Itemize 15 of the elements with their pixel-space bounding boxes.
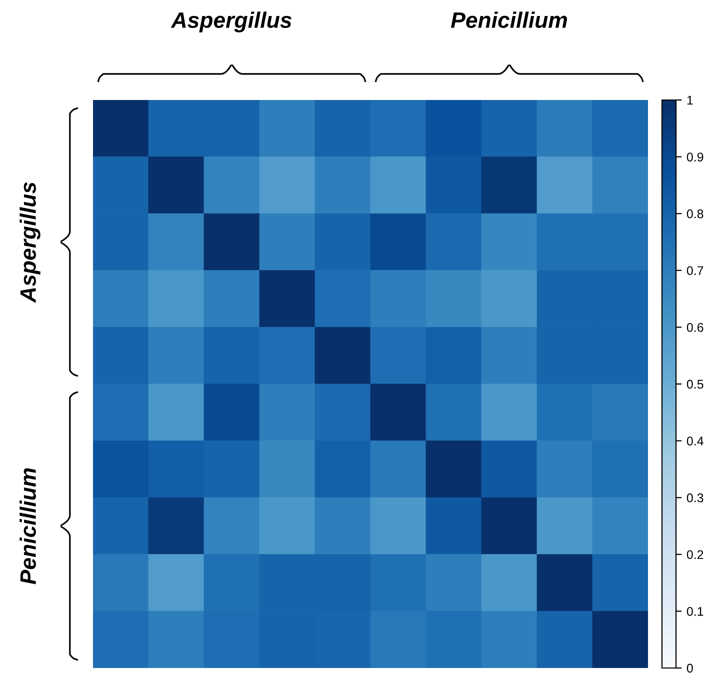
color-bar-label: 0.3 (686, 493, 704, 502)
color-bar-label: 0.6 (686, 323, 704, 332)
color-bar-label: 1 (687, 96, 693, 105)
text: Aspergillus (170, 12, 292, 32)
color-bar-label: 0 (686, 664, 693, 673)
text: Penicillium (20, 468, 36, 584)
text: Aspergillus (20, 182, 40, 303)
color-bar-label: 0.4 (686, 436, 704, 446)
color-bar-label: 0.2 (686, 550, 704, 560)
text: Penicillium (450, 12, 567, 28)
color-bar-label: 0.1 (686, 607, 704, 616)
color-bar-label: 0.9 (686, 152, 704, 162)
color-bar-label: 0.8 (686, 209, 704, 218)
color-bar-label: 0.7 (686, 266, 704, 276)
color-bar-label: 0.5 (686, 380, 704, 389)
